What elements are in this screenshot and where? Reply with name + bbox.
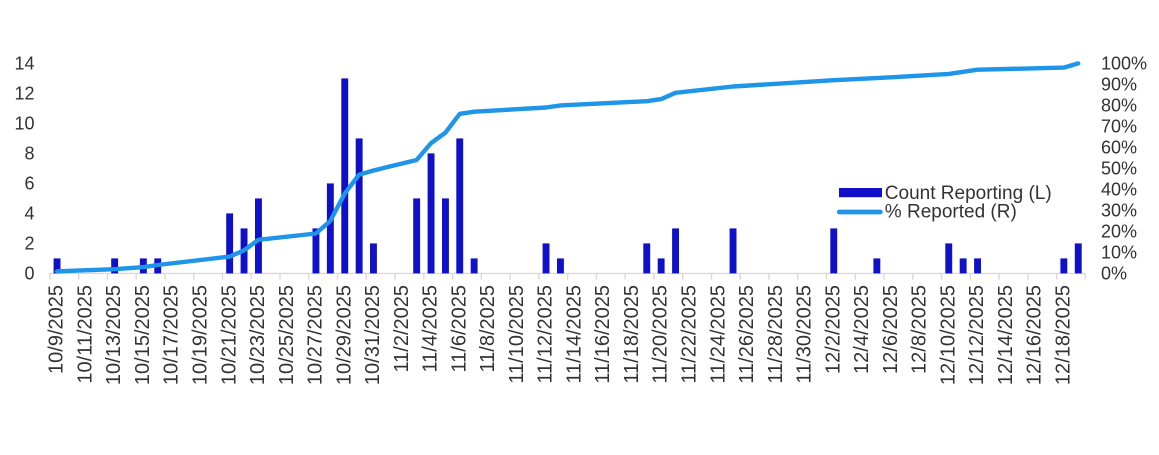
- svg-text:6: 6: [24, 174, 34, 194]
- svg-text:60%: 60%: [1101, 138, 1137, 158]
- svg-text:11/20/2025: 11/20/2025: [650, 285, 672, 384]
- svg-text:10/31/2025: 10/31/2025: [362, 285, 384, 385]
- svg-text:90%: 90%: [1101, 75, 1137, 95]
- svg-text:11/28/2025: 11/28/2025: [765, 285, 787, 384]
- svg-text:80%: 80%: [1101, 96, 1137, 116]
- svg-text:10/15/2025: 10/15/2025: [132, 285, 154, 385]
- svg-text:10/29/2025: 10/29/2025: [333, 285, 355, 385]
- svg-text:10/13/2025: 10/13/2025: [103, 285, 125, 385]
- svg-text:11/8/2025: 11/8/2025: [477, 285, 499, 373]
- svg-text:12/18/2025: 12/18/2025: [1052, 285, 1074, 385]
- svg-text:11/14/2025: 11/14/2025: [563, 285, 585, 384]
- svg-text:10/21/2025: 10/21/2025: [218, 285, 240, 385]
- svg-text:12/6/2025: 12/6/2025: [880, 285, 902, 374]
- svg-text:14: 14: [14, 54, 34, 74]
- svg-text:40%: 40%: [1101, 180, 1137, 200]
- svg-text:10/23/2025: 10/23/2025: [247, 285, 269, 385]
- svg-text:11/24/2025: 11/24/2025: [707, 285, 729, 384]
- svg-text:12/10/2025: 12/10/2025: [937, 285, 959, 385]
- svg-text:10/17/2025: 10/17/2025: [161, 285, 183, 385]
- svg-text:4: 4: [24, 204, 34, 224]
- svg-text:11/22/2025: 11/22/2025: [679, 285, 701, 384]
- svg-text:8: 8: [24, 144, 34, 164]
- svg-text:12/8/2025: 12/8/2025: [909, 285, 931, 374]
- svg-text:11/26/2025: 11/26/2025: [736, 285, 758, 384]
- svg-text:12/4/2025: 12/4/2025: [851, 285, 873, 374]
- svg-text:20%: 20%: [1101, 222, 1137, 242]
- svg-text:12/2/2025: 12/2/2025: [822, 285, 844, 374]
- svg-text:10/9/2025: 10/9/2025: [46, 285, 68, 374]
- svg-text:10/27/2025: 10/27/2025: [305, 285, 327, 385]
- svg-text:Count Reporting (L): Count Reporting (L): [885, 183, 1052, 204]
- svg-text:50%: 50%: [1101, 159, 1137, 179]
- svg-text:10/25/2025: 10/25/2025: [276, 285, 298, 385]
- svg-text:100%: 100%: [1101, 54, 1147, 74]
- svg-text:10: 10: [14, 114, 34, 134]
- svg-text:30%: 30%: [1101, 201, 1137, 221]
- svg-text:11/30/2025: 11/30/2025: [794, 285, 816, 384]
- svg-text:10/19/2025: 10/19/2025: [190, 285, 212, 385]
- svg-text:11/6/2025: 11/6/2025: [448, 285, 470, 373]
- svg-text:2: 2: [24, 234, 34, 254]
- svg-text:11/4/2025: 11/4/2025: [420, 285, 442, 373]
- svg-text:0%: 0%: [1101, 264, 1127, 284]
- svg-text:10%: 10%: [1101, 243, 1137, 263]
- svg-text:% Reported (R): % Reported (R): [885, 201, 1017, 222]
- svg-text:10/11/2025: 10/11/2025: [75, 285, 97, 384]
- svg-text:12: 12: [14, 84, 34, 104]
- svg-text:11/12/2025: 11/12/2025: [535, 285, 557, 384]
- svg-text:11/10/2025: 11/10/2025: [506, 285, 528, 384]
- svg-text:12/14/2025: 12/14/2025: [995, 285, 1017, 385]
- svg-text:70%: 70%: [1101, 117, 1137, 137]
- svg-text:11/2/2025: 11/2/2025: [391, 285, 413, 373]
- svg-text:12/16/2025: 12/16/2025: [1024, 285, 1046, 385]
- svg-text:0: 0: [24, 264, 34, 284]
- svg-text:11/16/2025: 11/16/2025: [592, 285, 614, 384]
- svg-text:12/12/2025: 12/12/2025: [966, 285, 988, 385]
- svg-text:11/18/2025: 11/18/2025: [621, 285, 643, 384]
